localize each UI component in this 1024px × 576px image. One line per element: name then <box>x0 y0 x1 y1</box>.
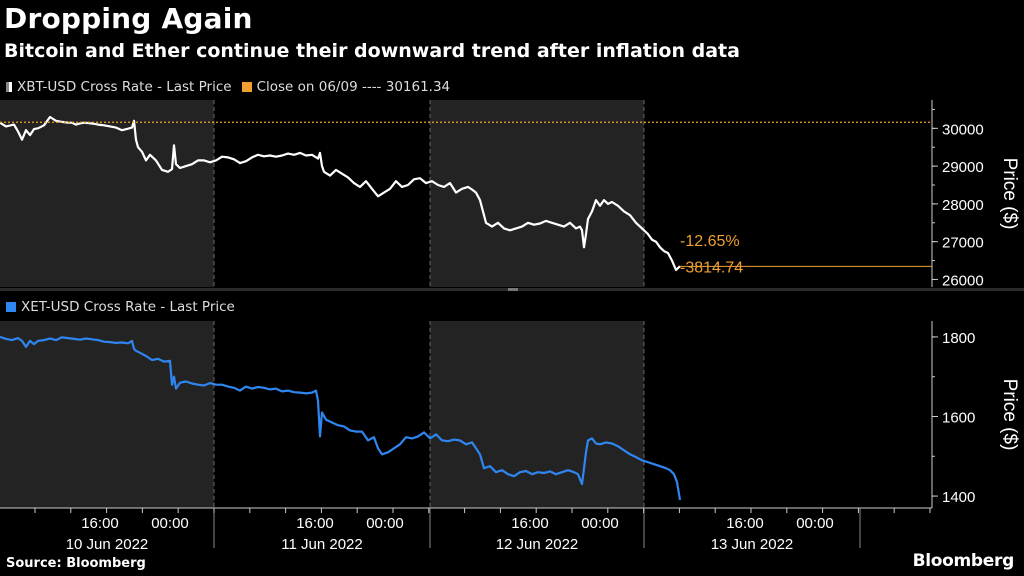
x-date-label-1: 11 Jun 2022 <box>281 536 362 553</box>
y-tick-label-0-1: 27000 <box>942 235 984 252</box>
y-tick-label-0-4: 30000 <box>942 121 984 138</box>
y-axis-label-0: Price ($) <box>999 158 1020 230</box>
y-tick-label-0-2: 28000 <box>942 197 984 214</box>
annotation-0: -12.65% <box>680 233 740 250</box>
close-legend-label: Close on 06/09 ---- 30161.34 <box>256 79 451 95</box>
close-legend-swatch <box>241 82 252 92</box>
eth-legend-label: XET-USD Cross Rate - Last Price <box>21 299 235 315</box>
x-time-label-7: 00:00 <box>796 515 834 532</box>
x-time-label-4: 16:00 <box>511 515 549 532</box>
series-line-0-0 <box>0 115 681 272</box>
btc-legend-swatch <box>6 82 12 92</box>
x-time-label-6: 16:00 <box>726 515 764 532</box>
chart-subtitle: Bitcoin and Ether continue their downwar… <box>4 40 740 62</box>
annotation-1: -3814.74 <box>680 259 743 276</box>
bloomberg-logo: Bloomberg <box>912 551 1015 571</box>
y-tick-label-1-2: 1800 <box>942 330 975 347</box>
btc-legend-label: XBT-USD Cross Rate - Last Price <box>17 79 232 95</box>
y-tick-label-1-0: 1400 <box>942 489 975 506</box>
series-line-1-0 <box>0 335 682 501</box>
x-date-label-3: 13 Jun 2022 <box>711 536 794 553</box>
y-tick-label-0-3: 29000 <box>942 159 984 176</box>
eth-legend-swatch <box>6 302 16 312</box>
shade-band-0-0 <box>0 100 214 287</box>
shade-band-0-1 <box>430 100 644 287</box>
chart-title: Dropping Again <box>4 2 253 35</box>
top-legend: XBT-USD Cross Rate - Last Price Close on… <box>6 79 450 95</box>
y-axis-label-1: Price ($) <box>999 379 1020 451</box>
x-time-label-5: 00:00 <box>581 515 619 532</box>
x-time-label-1: 00:00 <box>151 515 189 532</box>
x-time-label-3: 00:00 <box>366 515 404 532</box>
source-note: Source: Bloomberg <box>6 556 146 571</box>
bottom-legend: XET-USD Cross Rate - Last Price <box>6 299 235 315</box>
x-date-label-0: 10 Jun 2022 <box>66 536 149 553</box>
x-time-label-0: 16:00 <box>81 515 119 532</box>
panel-divider-handle <box>508 288 518 291</box>
x-date-label-2: 12 Jun 2022 <box>496 536 579 553</box>
shade-band-1-1 <box>430 321 644 508</box>
x-time-label-2: 16:00 <box>296 515 334 532</box>
y-tick-label-0-0: 26000 <box>942 272 984 289</box>
y-tick-label-1-1: 1600 <box>942 409 975 426</box>
shade-band-1-0 <box>0 321 214 508</box>
